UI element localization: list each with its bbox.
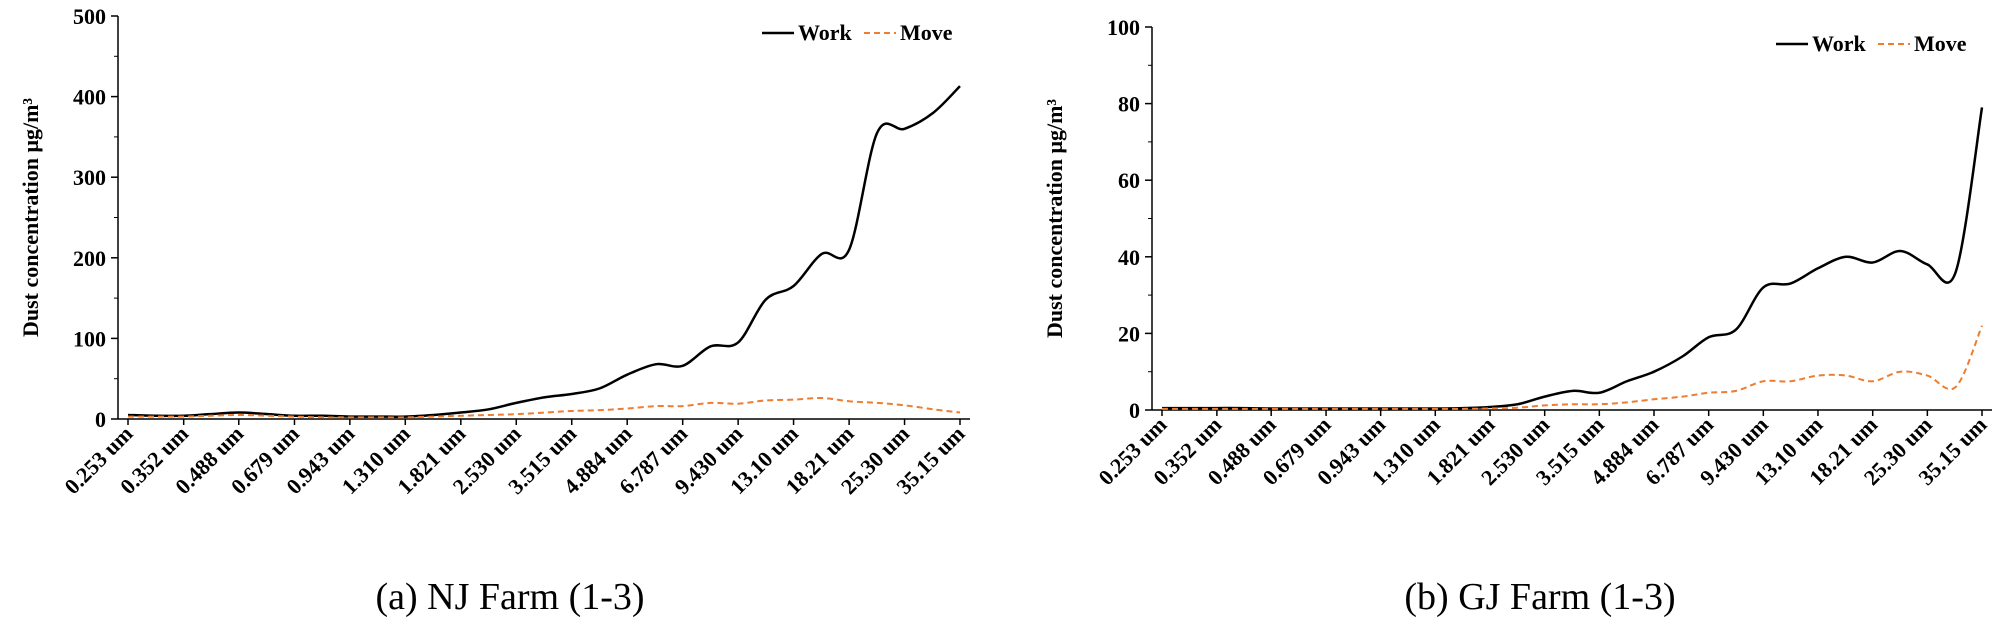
y-tick-label: 80	[1118, 92, 1140, 117]
series-line-work	[127, 85, 961, 418]
y-tick-label: 400	[73, 85, 106, 110]
y-tick-label: 20	[1118, 321, 1140, 346]
figure-caption: (b) GJ Farm (1-3)	[1404, 576, 1675, 618]
series-line-move	[1162, 325, 1983, 410]
y-tick-label: 0	[95, 407, 106, 432]
y-tick-label: 0	[1129, 398, 1140, 423]
legend-label-work: Work	[1812, 31, 1867, 56]
y-tick-label: 60	[1118, 168, 1140, 193]
series-line-move	[127, 397, 961, 419]
series-line-work	[1162, 107, 1984, 410]
figure-caption: (a) NJ Farm (1-3)	[375, 576, 644, 618]
y-tick-label: 100	[73, 326, 106, 351]
y-tick-label: 40	[1118, 245, 1140, 270]
y-tick-label: 100	[1107, 15, 1140, 40]
y-axis-label: Dust concentration μg/m³	[18, 98, 43, 337]
legend-label-move: Move	[900, 20, 953, 45]
legend-label-work: Work	[798, 20, 853, 45]
y-axis-label: Dust concentration μg/m³	[1042, 99, 1067, 338]
y-tick-label: 300	[73, 165, 106, 190]
legend-label-move: Move	[1914, 31, 1967, 56]
y-tick-label: 200	[73, 246, 106, 271]
y-tick-label: 500	[73, 4, 106, 29]
